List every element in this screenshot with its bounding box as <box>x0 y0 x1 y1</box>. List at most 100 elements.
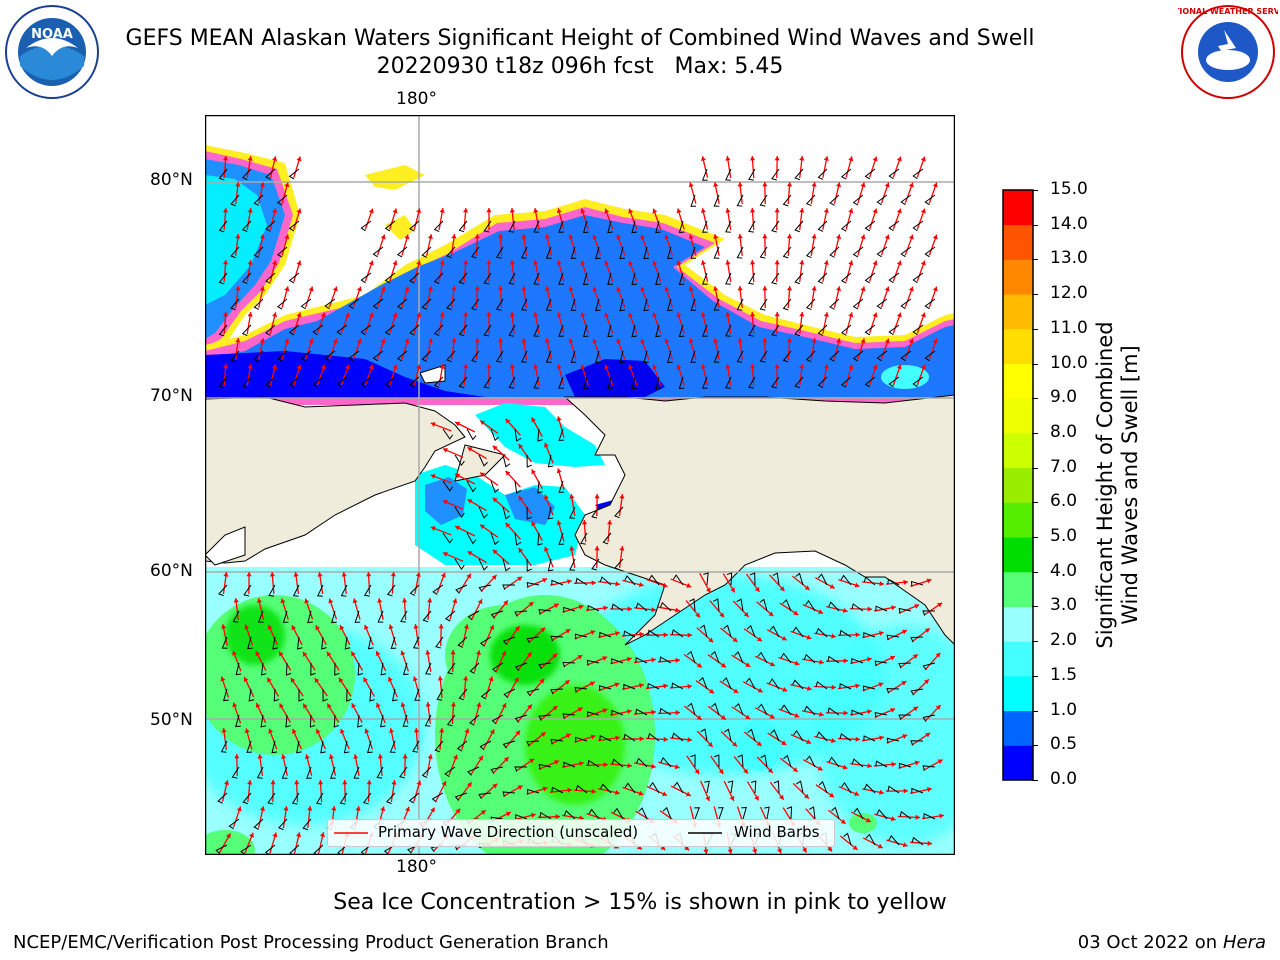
wind-barb <box>570 246 577 259</box>
wave-direction-arrowhead <box>913 706 919 712</box>
wind-barb <box>389 740 396 753</box>
wave-direction-arrowhead <box>235 182 241 187</box>
wave-direction-arrowhead <box>247 312 253 317</box>
wave-direction-arrowhead <box>224 780 230 786</box>
wind-barb <box>619 298 626 312</box>
wave-direction-arrowhead <box>486 312 492 317</box>
wave-direction-arrowhead <box>526 652 532 658</box>
wind-barb <box>515 814 528 820</box>
wind-barb <box>591 506 600 519</box>
wind-barb <box>736 598 744 612</box>
wind-barb <box>218 220 228 233</box>
wave-direction-arrowhead <box>344 364 350 370</box>
wave-direction-arrowhead <box>280 598 286 604</box>
wind-barb <box>538 714 552 721</box>
wave-direction-arrowhead <box>908 338 914 344</box>
wind-barb <box>817 324 828 336</box>
wind-barb <box>643 350 649 364</box>
wind-barb <box>899 810 912 820</box>
wave-direction-arrowhead <box>713 338 719 343</box>
wind-barb <box>490 428 500 442</box>
wind-barb <box>508 272 516 285</box>
wind-barb <box>558 220 564 233</box>
wave-direction-arrowhead <box>872 364 878 370</box>
wind-barb <box>817 220 828 232</box>
wave-height-field <box>205 159 955 855</box>
colorbar-swatch <box>1003 467 1033 503</box>
wave-direction-arrowhead <box>725 364 731 369</box>
wave-direction-arrowhead <box>896 312 902 318</box>
wind-barb <box>864 272 876 284</box>
colorbar-tick-mark <box>1032 502 1038 504</box>
wind-barb <box>456 740 468 752</box>
wind-barb <box>876 246 888 258</box>
wind-barb <box>369 688 375 702</box>
wind-barb <box>747 728 756 742</box>
wind-barb <box>876 194 888 206</box>
wind-barb <box>815 627 828 638</box>
wave-direction-arrowhead <box>235 234 241 239</box>
wind-barb <box>734 651 744 664</box>
wave-direction-arrowhead <box>786 234 793 239</box>
wave-direction-arrowhead <box>903 788 908 794</box>
wind-barb <box>260 662 267 676</box>
wind-barb <box>346 688 352 702</box>
wind-barb <box>331 610 337 624</box>
wave-direction-arrowhead <box>521 234 527 239</box>
wind-barb <box>843 832 852 846</box>
wave-direction-arrowhead <box>752 848 758 854</box>
wave-direction-arrowhead <box>315 625 321 631</box>
colorbar-tick-mark <box>1032 675 1038 677</box>
wind-barb <box>433 324 444 337</box>
wind-barb <box>607 376 613 390</box>
wind-barb <box>827 707 840 716</box>
wind-barb <box>815 680 828 690</box>
wind-barb <box>526 506 533 520</box>
wave-direction-arrowhead <box>332 338 338 344</box>
wind-barb <box>478 454 488 467</box>
wind-barb <box>265 376 276 388</box>
wave-direction-arrowhead <box>247 156 253 161</box>
wind-barb <box>502 454 511 468</box>
wave-direction-arrowhead <box>368 260 374 266</box>
colorbar-tick-mark <box>1032 328 1038 330</box>
wind-barb <box>329 766 336 779</box>
wave-direction-arrowhead <box>926 578 932 584</box>
wind-barb <box>713 350 720 363</box>
wave-direction-arrowhead <box>908 234 914 240</box>
wave-direction-arrowhead <box>556 208 562 214</box>
wave-direction-arrowhead <box>774 156 780 161</box>
wind-barb <box>580 532 588 545</box>
noaa-logo-text: NOAA <box>31 27 73 42</box>
colorbar-tick-label: 8.0 <box>1050 421 1078 442</box>
wave-direction-arrowhead <box>294 780 300 785</box>
wind-barb <box>898 662 912 669</box>
wind-barb <box>840 168 852 180</box>
wave-direction-arrowhead <box>304 754 310 760</box>
wave-direction-arrowhead <box>774 312 780 317</box>
wave-direction-arrowhead <box>331 806 337 811</box>
wave-direction-arrowhead <box>842 607 848 613</box>
wave-direction-arrowhead <box>627 606 632 612</box>
wave-direction-arrowhead <box>255 651 261 657</box>
wind-barb <box>467 766 480 776</box>
wind-barb <box>508 324 516 337</box>
wave-direction-arrowhead <box>413 728 420 733</box>
wave-direction-arrowhead <box>920 208 926 214</box>
wind-barb <box>558 376 564 389</box>
wind-barb <box>839 733 852 742</box>
wind-barb <box>647 732 660 742</box>
wind-barb <box>687 702 696 716</box>
wind-barb <box>613 807 624 820</box>
wind-barb <box>273 688 280 702</box>
wave-direction-arrows <box>219 155 944 854</box>
wind-barb <box>793 729 804 742</box>
wave-direction-arrowhead <box>843 658 848 664</box>
wind-barb <box>354 610 361 623</box>
wind-barb <box>888 834 900 846</box>
map-legend: Primary Wave Direction (unscaled) Wind B… <box>327 819 835 847</box>
wave-direction-arrowhead <box>890 816 896 822</box>
wave-direction-arrowhead <box>259 338 265 343</box>
wave-direction-arrowhead <box>774 208 780 213</box>
wind-barb <box>467 610 480 621</box>
